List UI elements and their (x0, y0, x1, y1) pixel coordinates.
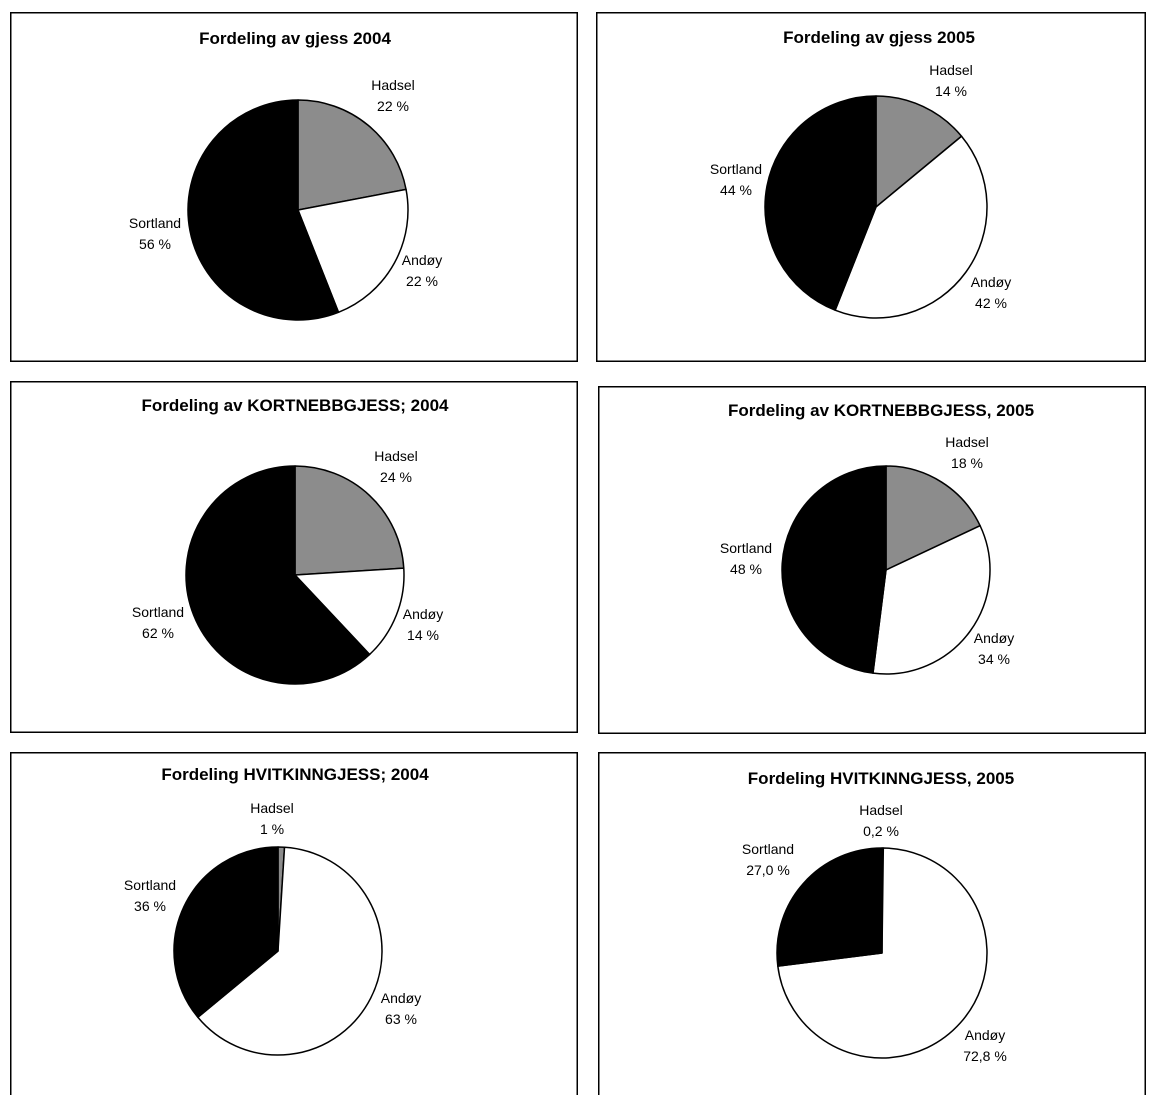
pie-chart-1: Fordeling av gjess 2004 Hadsel 22 % Andøy 2… (10, 12, 578, 362)
slice-value-andoy: 63 % (385, 1011, 417, 1027)
pie-slice-sortland (185, 465, 371, 685)
slice-label-hadsel: Hadsel (371, 77, 415, 93)
slice-label-sortland: Sortland (132, 604, 184, 620)
pie-slice-andoy (834, 135, 988, 319)
slice-label-sortland: Sortland (710, 161, 762, 177)
chart-title: Fordeling av KORTNEBBGJESS; 2004 (141, 396, 449, 415)
pie-slice-hadsel (294, 465, 405, 576)
pie-panel-2: Fordeling av gjess 2005 Hadsel 14 % Andøy 4… (596, 12, 1146, 362)
chart-title: Fordeling av KORTNEBBGJESS, 2005 (728, 401, 1034, 420)
slice-value-sortland: 62 % (142, 625, 174, 641)
slice-label-andoy: Andøy (971, 274, 1011, 290)
pie-slice-andoy (197, 846, 383, 1056)
pie-slice-andoy (294, 567, 405, 656)
chart-title: Fordeling HVITKINNGJESS, 2005 (748, 769, 1014, 788)
chart-title: Fordeling av gjess 2004 (199, 29, 391, 48)
slice-value-hadsel: 18 % (951, 455, 983, 471)
slice-value-hadsel: 1 % (260, 821, 284, 837)
slice-value-andoy: 72,8 % (963, 1048, 1007, 1064)
pie-slice-sortland (173, 846, 279, 1019)
pie-panel-4: Fordeling av KORTNEBBGJESS, 2005 Hadsel 1… (598, 386, 1146, 734)
slice-label-hadsel: Hadsel (859, 802, 903, 818)
pie-chart-2: Fordeling av gjess 2005 Hadsel 14 % Andøy 4… (596, 12, 1146, 362)
slice-value-sortland: 44 % (720, 182, 752, 198)
slice-label-hadsel: Hadsel (374, 448, 418, 464)
pie-panel-5: Fordeling HVITKINNGJESS; 2004 Hadsel 1 % A… (10, 752, 578, 1095)
slice-value-andoy: 14 % (407, 627, 439, 643)
slice-value-andoy: 22 % (406, 273, 438, 289)
slice-label-andoy: Andøy (974, 630, 1014, 646)
pie-slice-sortland (776, 847, 883, 967)
slice-label-hadsel: Hadsel (250, 800, 294, 816)
pie-slice-andoy (297, 188, 409, 314)
slice-label-hadsel: Hadsel (929, 62, 973, 78)
pie-slice-hadsel (875, 95, 963, 208)
pie-slice-sortland (187, 99, 340, 321)
pie-panel-1: Fordeling av gjess 2004 Hadsel 22 % Andøy 2… (10, 12, 578, 362)
slice-label-sortland: Sortland (129, 215, 181, 231)
slice-value-hadsel: 24 % (380, 469, 412, 485)
slice-value-sortland: 48 % (730, 561, 762, 577)
pie-chart-3: Fordeling av KORTNEBBGJESS; 2004 Hadsel 2… (10, 381, 578, 733)
pie-chart-5: Fordeling HVITKINNGJESS; 2004 Hadsel 1 % A… (10, 752, 578, 1095)
pie-panel-3: Fordeling av KORTNEBBGJESS; 2004 Hadsel 2… (10, 381, 578, 733)
slice-label-andoy: Andøy (403, 606, 443, 622)
slice-label-sortland: Sortland (742, 841, 794, 857)
slice-label-sortland: Sortland (124, 877, 176, 893)
pie-slice-sortland (764, 95, 877, 311)
slice-value-hadsel: 22 % (377, 98, 409, 114)
pie-slice-hadsel (885, 465, 981, 571)
slice-label-andoy: Andøy (965, 1027, 1005, 1043)
pie-slice-andoy (872, 524, 991, 675)
slice-value-andoy: 42 % (975, 295, 1007, 311)
slice-value-sortland: 36 % (134, 898, 166, 914)
slice-label-andoy: Andøy (381, 990, 421, 1006)
slice-label-hadsel: Hadsel (945, 434, 989, 450)
slice-label-sortland: Sortland (720, 540, 772, 556)
slice-value-sortland: 56 % (139, 236, 171, 252)
slice-value-hadsel: 14 % (935, 83, 967, 99)
slice-label-andoy: Andøy (402, 252, 442, 268)
pie-chart-4: Fordeling av KORTNEBBGJESS, 2005 Hadsel 1… (598, 386, 1146, 734)
pie-panel-6: Fordeling HVITKINNGJESS, 2005 Hadsel 0,2 … (598, 752, 1146, 1095)
slice-value-sortland: 27,0 % (746, 862, 790, 878)
pie-chart-6: Fordeling HVITKINNGJESS, 2005 Hadsel 0,2 … (598, 752, 1146, 1095)
pie-slice-hadsel (297, 99, 407, 211)
chart-title: Fordeling av gjess 2005 (783, 28, 975, 47)
slice-value-hadsel: 0,2 % (863, 823, 899, 839)
chart-title: Fordeling HVITKINNGJESS; 2004 (161, 765, 429, 784)
slice-value-andoy: 34 % (978, 651, 1010, 667)
pie-slice-sortland (781, 465, 887, 674)
